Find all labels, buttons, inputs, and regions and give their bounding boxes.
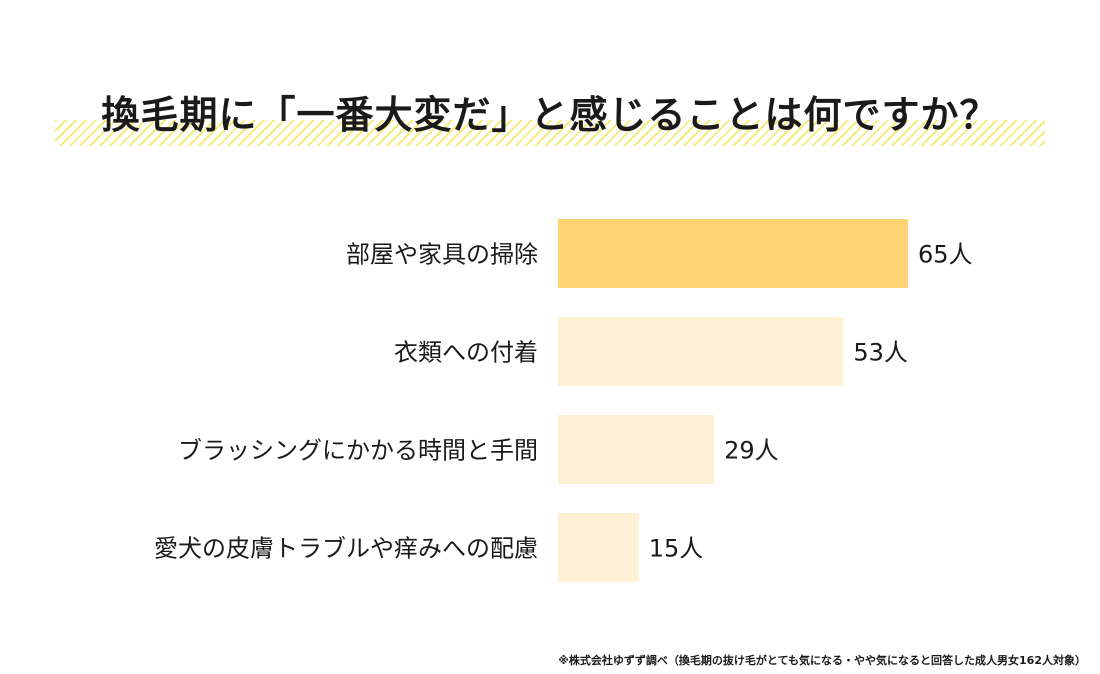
value-label-1: 53人 (853, 339, 908, 367)
title-underline-hatch (55, 120, 1045, 146)
category-label-2: ブラッシングにかかる時間と手間 (178, 437, 538, 465)
footnote: ※株式会社ゆずず調べ（換毛期の抜け毛がとても気になる・やや気になると回答した成人… (558, 654, 1086, 667)
bar-0 (558, 219, 908, 288)
bar-2 (558, 415, 715, 484)
value-label-0: 65人 (918, 241, 973, 269)
bar-1 (558, 317, 844, 386)
value-label-3: 15人 (649, 535, 704, 563)
value-label-2: 29人 (724, 437, 779, 465)
category-label-3: 愛犬の皮膚トラブルや痒みへの配慮 (154, 535, 538, 563)
title-area: 換毛期に「一番大変だ」と感じることは何ですか？ (0, 70, 1100, 160)
chart-title: 換毛期に「一番大変だ」と感じることは何ですか？ (101, 93, 999, 137)
category-label-0: 部屋や家具の掃除 (346, 241, 538, 269)
bar-3 (558, 513, 639, 582)
category-label-1: 衣類への付着 (394, 339, 538, 367)
